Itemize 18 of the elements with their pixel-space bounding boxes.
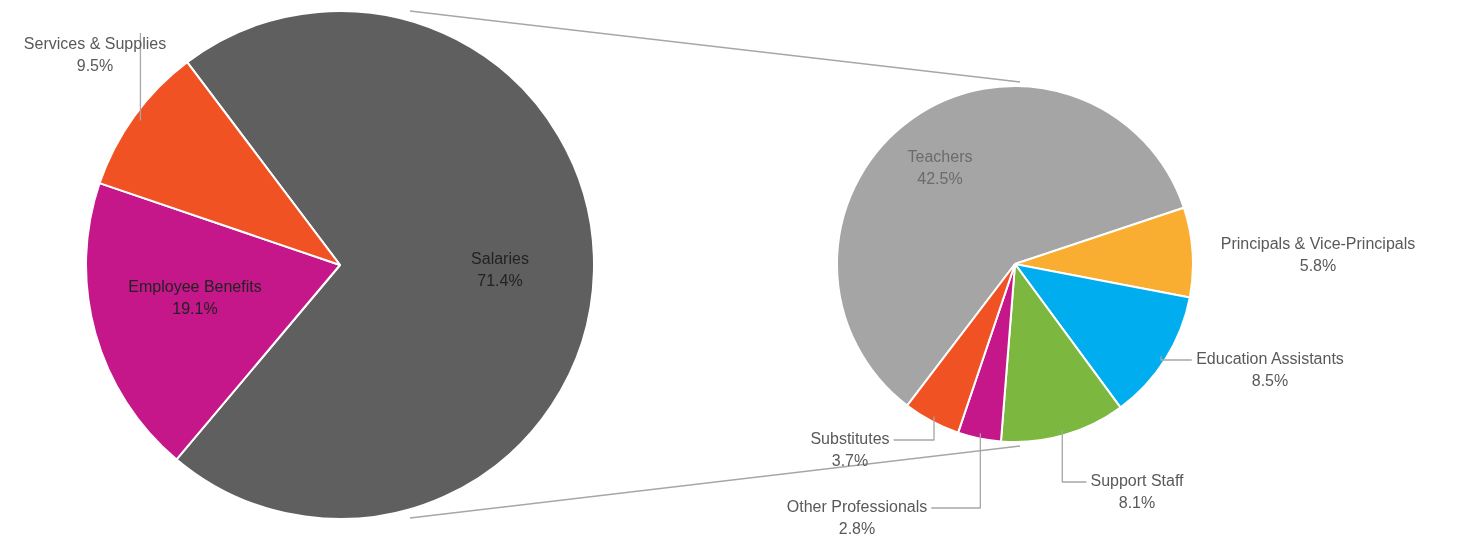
slice-label: Other Professionals (786, 498, 928, 516)
data-label: 8.1% (1118, 494, 1156, 512)
slice-label: Services & Supplies (23, 35, 167, 53)
slice-label: Principals & Vice-Principals (1220, 235, 1416, 253)
data-label: 19.1% (172, 300, 218, 318)
data-label: 71.4% (477, 272, 523, 290)
data-label: 9.5% (76, 57, 114, 75)
data-label: 3.7% (831, 452, 869, 470)
data-label: 8.5% (1251, 372, 1289, 390)
slice-label: Teachers (907, 148, 973, 166)
slice-label: Salaries (471, 250, 529, 268)
slice-label: Education Assistants (1196, 350, 1344, 368)
slice-label: Support Staff (1090, 472, 1185, 490)
data-label: 2.8% (838, 520, 876, 538)
data-label: 42.5% (917, 170, 963, 188)
slice-label: Employee Benefits (128, 278, 262, 296)
slice-label: Substitutes (810, 430, 890, 448)
data-label: 5.8% (1299, 257, 1337, 275)
